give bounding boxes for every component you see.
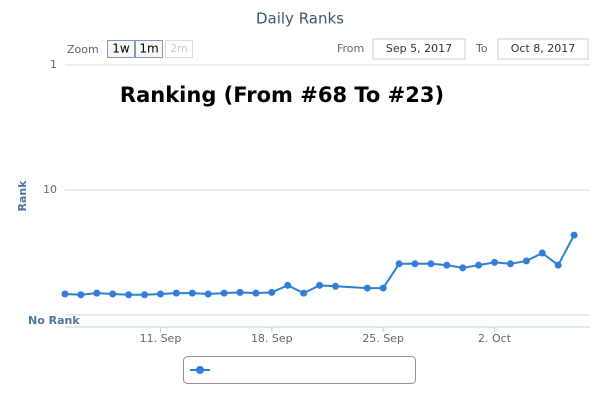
point xyxy=(141,291,149,299)
point xyxy=(109,290,117,298)
point xyxy=(125,291,133,299)
zoom-button[interactable]: 1w xyxy=(112,42,130,56)
to-input-box[interactable] xyxy=(497,38,589,60)
point xyxy=(395,260,403,268)
point xyxy=(331,282,339,290)
x-tick-label: 18. Sep xyxy=(251,332,293,345)
zoom-button-box[interactable] xyxy=(107,40,135,58)
point xyxy=(316,281,324,289)
point xyxy=(427,260,435,268)
point xyxy=(554,261,562,269)
point xyxy=(268,288,276,296)
point xyxy=(220,289,228,297)
point xyxy=(236,288,244,296)
from-input[interactable]: Sep 5, 2017 xyxy=(386,42,452,55)
zoom-button-box[interactable] xyxy=(135,40,163,58)
point xyxy=(300,289,308,297)
point xyxy=(252,289,260,297)
point xyxy=(459,264,467,272)
to-input[interactable]: Oct 8, 2017 xyxy=(511,42,576,55)
chart-title: Daily Ranks xyxy=(256,10,344,28)
point xyxy=(188,289,196,297)
zoom-button[interactable]: 1m xyxy=(139,42,158,56)
point xyxy=(506,260,514,268)
zoom-label: Zoom xyxy=(67,43,99,56)
x-tick-label: 25. Sep xyxy=(362,332,404,345)
y-tick-label: 1 xyxy=(50,58,57,71)
x-tick-label: 2. Oct xyxy=(478,332,512,345)
point xyxy=(363,284,371,292)
to-label: To xyxy=(475,42,488,55)
point xyxy=(379,284,387,292)
point xyxy=(172,289,180,297)
y-tick-label: No Rank xyxy=(28,314,80,327)
zoom-button[interactable]: 2m xyxy=(170,42,188,55)
legend-marker[interactable] xyxy=(196,366,204,374)
point xyxy=(570,231,578,239)
point xyxy=(156,290,164,298)
point xyxy=(443,261,451,269)
from-label: From xyxy=(337,42,364,55)
point xyxy=(61,290,69,298)
legend-box xyxy=(183,356,416,384)
x-tick-label: 11. Sep xyxy=(140,332,182,345)
point xyxy=(538,249,546,257)
point xyxy=(93,289,101,297)
point xyxy=(411,260,419,268)
point xyxy=(491,258,499,266)
point xyxy=(284,281,292,289)
point xyxy=(475,261,483,269)
point xyxy=(204,290,212,298)
y-axis-label: Rank xyxy=(16,180,29,212)
point xyxy=(522,257,530,265)
zoom-button-box[interactable] xyxy=(165,40,193,58)
annotation: Ranking (From #68 To #23) xyxy=(120,83,444,107)
y-tick-label: 10 xyxy=(43,183,57,196)
point xyxy=(77,291,85,299)
from-input-box[interactable] xyxy=(372,38,466,60)
